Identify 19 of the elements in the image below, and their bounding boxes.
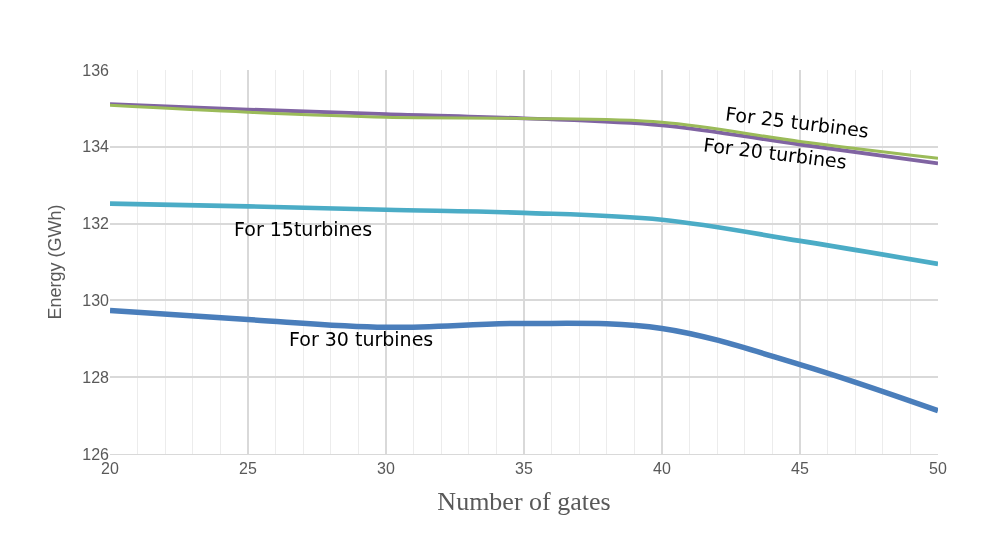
y-axis-title: Energy (GWh) xyxy=(45,204,66,320)
x-tick-label: 45 xyxy=(791,460,809,478)
text: For 25 turbines xyxy=(724,102,870,142)
series-label: For 15turbines xyxy=(234,218,373,240)
y-tick-label: 136 xyxy=(82,61,110,79)
x-tick-label: 50 xyxy=(929,460,947,478)
x-axis-title: Number of gates xyxy=(437,486,611,516)
x-tick-label: 35 xyxy=(515,460,533,478)
y-tick-label: 134 xyxy=(82,138,110,156)
y-tick-label: 128 xyxy=(82,368,110,386)
x-tick-label: 20 xyxy=(101,460,119,478)
x-tick-label: 25 xyxy=(239,460,257,478)
line-series xyxy=(110,201,938,267)
y-tick-label: 126 xyxy=(82,445,110,463)
x-tick-label: 30 xyxy=(377,460,395,478)
series-label: For 30 turbines xyxy=(289,328,434,350)
x-tick-label: 40 xyxy=(653,460,671,478)
y-tick-label: 130 xyxy=(82,292,110,309)
y-tick-label: 132 xyxy=(82,215,110,233)
